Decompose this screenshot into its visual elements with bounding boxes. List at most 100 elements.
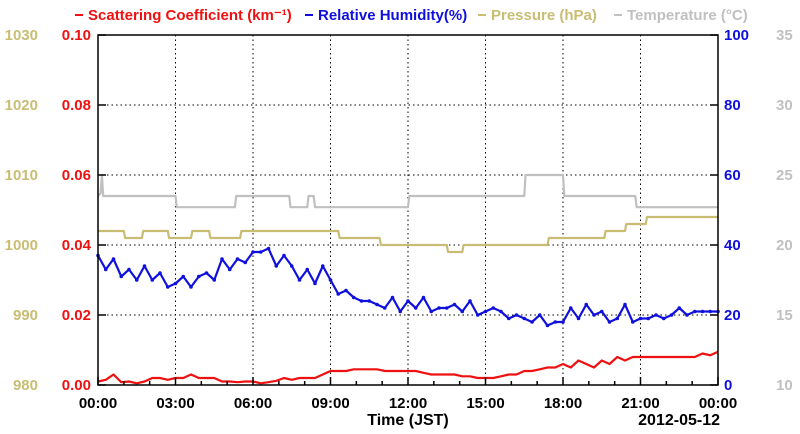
humidity-data-point [344,288,348,293]
humidity-data-point [289,264,294,268]
scattering-axis-tick-label: 0.06 [62,167,91,184]
temperature-axis-tick-label: 15 [776,307,793,324]
humidity-data-point [607,320,612,324]
humidity-data-point [382,306,387,310]
humidity-data-point [576,316,581,321]
humidity-data-point [266,246,271,251]
humidity-data-point [127,267,131,272]
humidity-data-point [406,299,410,303]
temperature-axis-tick-label: 10 [776,377,793,394]
legend-label: Scattering Coefficient (km⁻¹) [88,7,292,24]
humidity-data-point [669,313,674,317]
humidity-data-point [700,309,705,314]
x-axis-tick-label: 03:00 [156,395,194,412]
humidity-data-point [429,309,434,314]
humidity-data-point [685,313,689,317]
pressure-axis-tick-label: 980 [13,377,38,394]
humidity-axis-tick-label: 20 [724,307,741,324]
humidity-data-point [375,302,379,307]
date-label: 2012-05-12 [638,412,720,429]
humidity-axis-tick-label: 80 [724,97,741,114]
humidity-data-point [258,250,263,254]
humidity-data-point [630,320,635,324]
humidity-data-point [165,285,170,289]
humidity-data-point [708,309,713,314]
pressure-axis-tick-label: 1010 [5,167,38,184]
humidity-data-point [444,306,449,310]
humidity-data-point [413,306,418,310]
humidity-data-point [475,313,480,317]
humidity-data-point [615,316,620,321]
legend-label: Temperature (°C) [627,7,748,24]
humidity-data-point [227,267,232,272]
humidity-axis-tick-label: 40 [724,237,741,254]
humidity-data-point [692,309,697,314]
x-axis-tick-label: 06:00 [234,395,272,412]
humidity-data-point [103,267,108,272]
humidity-data-point [553,320,558,324]
humidity-data-point [661,316,666,321]
humidity-data-point [592,313,596,317]
temperature-axis-tick-label: 20 [776,237,793,254]
legend: Scattering Coefficient (km⁻¹) Relative Hu… [75,7,748,24]
humidity-data-point [204,271,209,275]
humidity-data-point [328,278,333,282]
humidity-data-point [359,299,364,303]
scattering-axis-tick-label: 0.00 [62,377,91,394]
humidity-data-point [119,274,124,279]
axes-group: 0.000.020.040.060.080.109809901000101010… [5,27,793,412]
grid [98,35,718,385]
temperature-axis-tick-label: 35 [776,27,793,44]
scattering-series-line [97,350,719,385]
humidity-data-point [158,271,162,275]
x-axis-tick-label: 21:00 [621,395,659,412]
temperature-series-line [97,173,718,209]
humidity-data-point [491,306,496,310]
humidity-data-point [599,309,604,314]
legend-label: Relative Humidity(%) [318,7,467,24]
humidity-data-point [452,302,457,307]
humidity-data-point [506,316,511,321]
humidity-data-point [677,306,682,310]
humidity-axis-tick-label: 100 [724,27,749,44]
humidity-data-point [568,306,573,310]
humidity-data-point [514,313,519,317]
x-axis-tick-label: 00:00 [699,395,737,412]
humidity-data-point [212,278,217,282]
x-axis-title: Time (JST) [367,412,449,429]
humidity-data-point [390,295,395,300]
humidity-data-point [297,278,302,282]
scattering-axis-tick-label: 0.08 [62,97,91,114]
humidity-data-point [421,295,426,300]
scattering-axis-tick-label: 0.04 [62,237,92,254]
temperature-axis-tick-label: 30 [776,97,793,114]
humidity-data-point [142,264,147,268]
humidity-data-point [313,281,317,286]
humidity-data-point [537,313,542,317]
humidity-data-point [623,302,627,307]
x-axis-tick-label: 18:00 [544,395,582,412]
humidity-data-point [134,278,139,282]
pressure-series-line [98,215,718,254]
humidity-data-point [320,264,325,268]
x-axis-tick-label: 09:00 [311,395,349,412]
humidity-data-point [274,264,279,268]
humidity-data-point [437,306,441,310]
x-axis-tick-label: 00:00 [79,395,117,412]
humidity-data-point [646,316,651,321]
humidity-axis-tick-label: 0 [724,377,732,394]
humidity-data-point [351,295,356,300]
humidity-data-point [220,257,224,261]
humidity-data-point [173,281,178,286]
humidity-data-point [483,309,488,314]
humidity-data-point [468,299,472,303]
scattering-axis-tick-label: 0.02 [62,307,91,324]
humidity-data-point [530,320,534,324]
humidity-data-point [545,323,550,328]
x-axis-tick-label: 12:00 [389,395,427,412]
pressure-axis-tick-label: 1020 [5,97,38,114]
legend-label: Pressure (hPa) [491,7,597,24]
scattering-axis-tick-label: 0.10 [62,27,91,44]
humidity-data-point [367,299,372,303]
